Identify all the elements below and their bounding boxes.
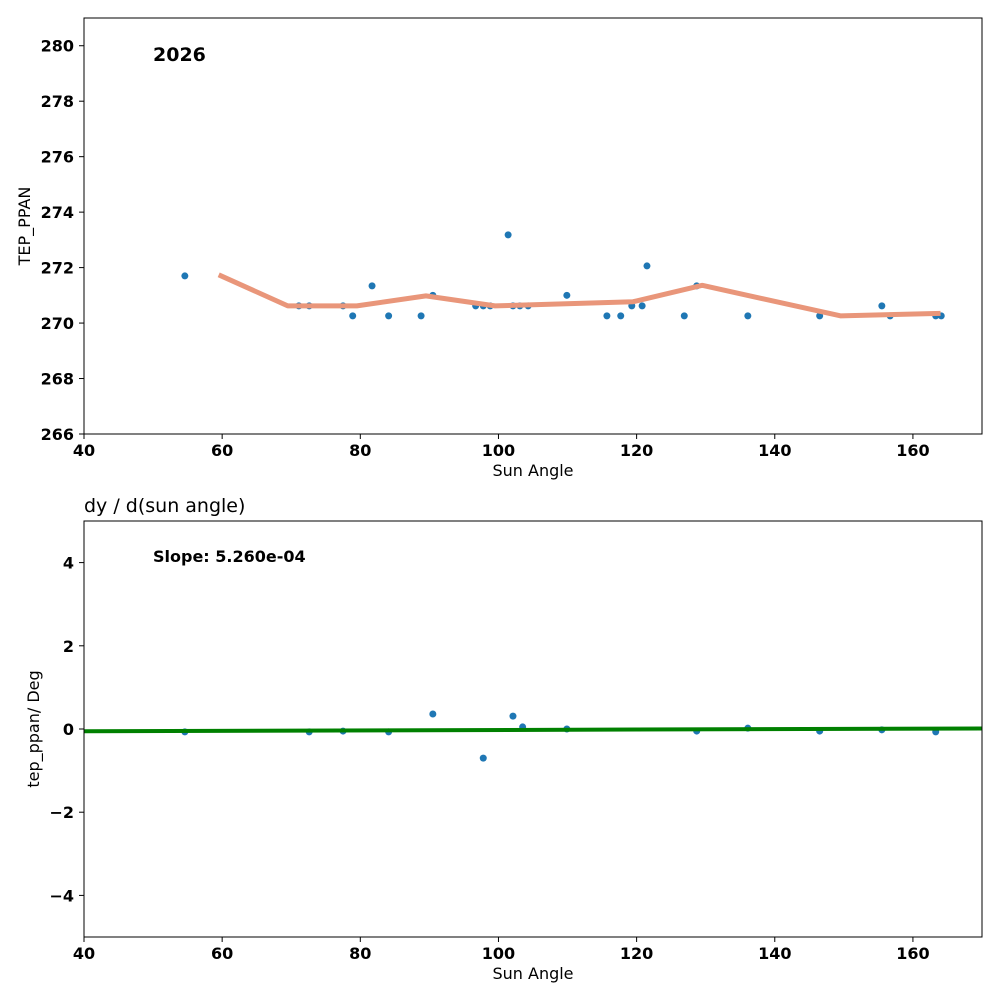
y-axis-label: tep_ppan/ Deg xyxy=(24,670,44,787)
annotation: Slope: 5.260e-04 xyxy=(153,547,306,566)
x-tick-label: 40 xyxy=(73,944,95,963)
data-point xyxy=(603,312,611,320)
y-tick-label: 270 xyxy=(41,314,74,333)
x-tick-label: 100 xyxy=(482,441,515,460)
y-tick-label: 276 xyxy=(41,148,74,167)
x-tick-label: 80 xyxy=(349,441,371,460)
y-tick-label: 280 xyxy=(41,37,74,56)
x-tick-label: 140 xyxy=(758,944,791,963)
data-point xyxy=(744,312,752,320)
data-point xyxy=(638,302,646,310)
x-axis-label: Sun Angle xyxy=(492,461,573,480)
trend-line xyxy=(217,272,941,319)
y-axis-label: TEP_PPAN xyxy=(15,187,35,267)
data-point xyxy=(680,312,688,320)
x-tick-label: 140 xyxy=(758,441,791,460)
annotation: 2026 xyxy=(153,44,206,66)
x-tick-label: 40 xyxy=(73,441,95,460)
y-tick-label: 2 xyxy=(63,637,74,656)
data-point xyxy=(878,302,886,310)
plot-frame xyxy=(83,520,983,938)
data-point xyxy=(417,312,425,320)
data-point xyxy=(509,712,517,720)
chart-1: 40 60 80 100 120 140 160 266 268 270 272 274 276 278 2… xyxy=(15,17,983,480)
data-point xyxy=(349,312,357,320)
x-tick-label: 120 xyxy=(620,944,653,963)
y-tick-label: 266 xyxy=(41,425,74,444)
y-tick-label: 272 xyxy=(41,259,74,278)
plot-frame xyxy=(83,17,983,435)
x-tick-label: 120 xyxy=(620,441,653,460)
data-point xyxy=(563,291,571,299)
y-tick-label: 268 xyxy=(41,370,74,389)
y-tick-label: 4 xyxy=(63,554,74,573)
x-tick-label: 160 xyxy=(896,441,929,460)
x-tick-label: 160 xyxy=(896,944,929,963)
data-point xyxy=(368,282,376,290)
y-tick-label: −2 xyxy=(49,803,74,822)
x-tick-label: 60 xyxy=(211,944,233,963)
x-tick-label: 80 xyxy=(349,944,371,963)
x-tick-label: 100 xyxy=(482,944,515,963)
data-point xyxy=(385,312,393,320)
data-point xyxy=(479,754,487,762)
y-tick-label: 278 xyxy=(41,92,74,111)
data-point xyxy=(181,272,189,280)
data-point xyxy=(429,710,437,718)
data-point xyxy=(617,312,625,320)
y-tick-label: 274 xyxy=(41,203,74,222)
chart-title: dy / d(sun angle) xyxy=(84,495,245,517)
x-axis-label: Sun Angle xyxy=(492,964,573,983)
fit-line xyxy=(83,726,983,734)
y-tick-label: −4 xyxy=(49,886,74,905)
data-point xyxy=(643,262,651,270)
x-tick-label: 60 xyxy=(211,441,233,460)
data-point xyxy=(504,231,512,239)
y-tick-label: 0 xyxy=(63,720,74,739)
chart-2: 40 60 80 100 120 140 160 −4 −2 0 2 4 Sun Angle tep_pp… xyxy=(24,495,983,983)
